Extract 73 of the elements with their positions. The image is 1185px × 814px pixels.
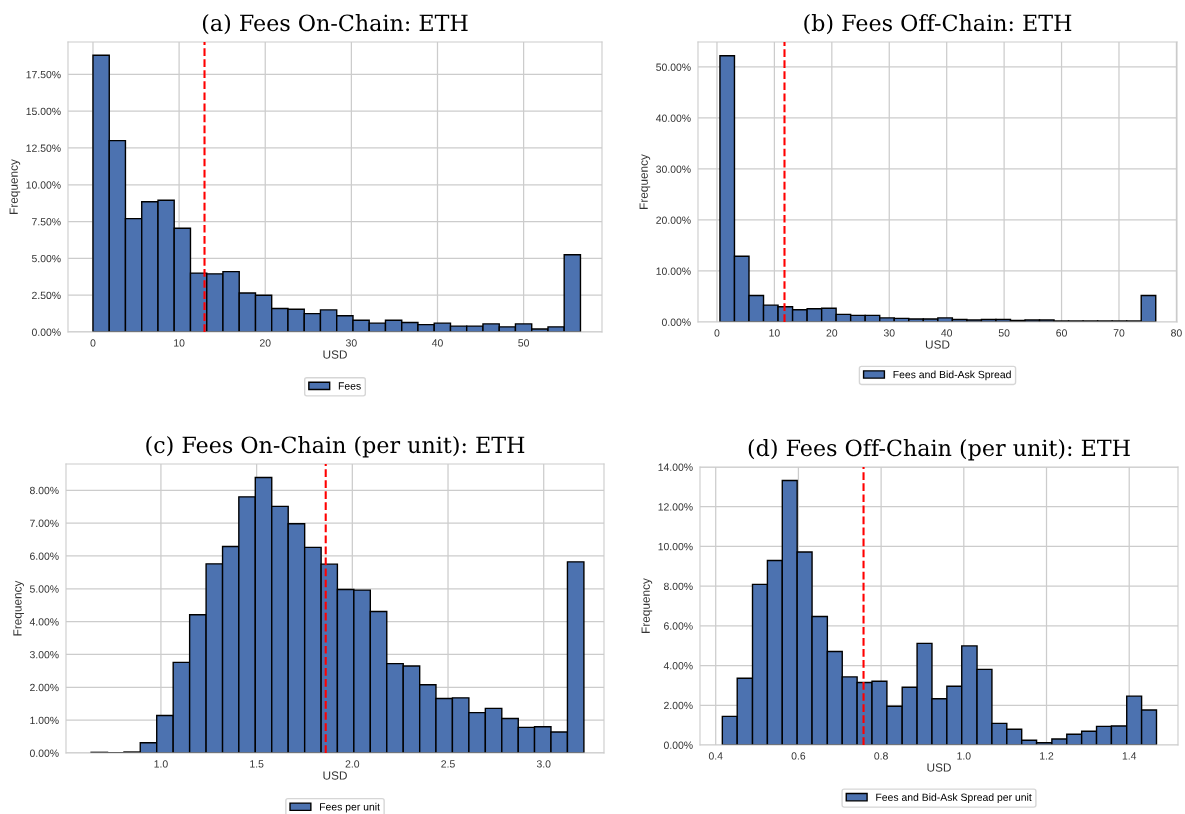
x-tick-label: 30 (345, 339, 357, 347)
y-tick-label: 2.00% (30, 683, 59, 692)
y-tick-label: 8.00% (29, 486, 59, 495)
y-tick-label: 0.00% (661, 318, 691, 326)
x-tick-label: 2.0 (345, 760, 360, 768)
x-tick-label: 20 (259, 339, 271, 347)
chart-title: (c) Fees On-Chain (per unit): ETH (146, 436, 525, 458)
y-tick-label: 10.00% (656, 267, 691, 275)
y-tick-label: 0.00% (29, 749, 59, 757)
x-tick-label: 0.8 (874, 752, 888, 760)
y-tick-label: 4.00% (29, 618, 59, 626)
legend-label: Fees per unit (320, 802, 380, 813)
legend-label: Fees and Bid-Ask Spread per unit (876, 793, 1032, 804)
x-axis-title: USD (323, 350, 347, 359)
y-tick-label: 10.00% (658, 542, 693, 551)
x-tick-label: 2.5 (441, 760, 455, 768)
y-tick-label: 2.00% (664, 701, 693, 710)
x-axis-title: USD (925, 340, 950, 349)
x-tick-label: 1.4 (1122, 752, 1137, 760)
y-tick-label: 5.00% (29, 585, 59, 593)
y-tick-label: 12.00% (658, 503, 693, 511)
y-axis-title: Frequency (9, 159, 21, 214)
y-tick-label: 7.50% (32, 218, 61, 226)
y-tick-label: 15.00% (26, 107, 61, 116)
y-axis-title: Frequency (641, 578, 653, 633)
y-tick-label: 3.00% (29, 650, 59, 659)
y-tick-label: 40.00% (655, 114, 691, 122)
x-tick-label: 30 (883, 329, 895, 337)
y-tick-label: 4.00% (663, 662, 693, 670)
chart-title: (d) Fees Off-Chain (per unit): ETH (748, 439, 1130, 461)
x-tick-label: 10 (174, 339, 185, 347)
y-tick-label: 8.00% (663, 582, 693, 591)
y-tick-label: 6.00% (30, 552, 59, 560)
x-tick-label: 10 (769, 329, 780, 337)
x-tick-label: 3.0 (536, 760, 551, 768)
y-tick-label: 0.00% (31, 328, 61, 336)
y-tick-label: 2.50% (32, 291, 61, 300)
x-tick-label: 60 (1056, 329, 1067, 337)
x-tick-label: 0 (714, 329, 720, 337)
x-tick-label: 1.5 (250, 760, 264, 768)
y-tick-label: 1.00% (30, 716, 59, 725)
y-tick-label: 20.00% (656, 216, 691, 224)
x-tick-label: 40 (431, 339, 443, 347)
chart-title: (b) Fees Off-Chain: ETH (804, 14, 1072, 35)
y-tick-label: 14.00% (658, 463, 693, 471)
x-tick-label: 80 (1171, 329, 1182, 337)
x-tick-label: 50 (998, 329, 1010, 337)
y-tick-label: 12.50% (26, 144, 61, 152)
y-axis-title: Frequency (13, 580, 24, 636)
y-tick-label: 0.00% (663, 741, 693, 749)
x-axis-title: USD (927, 763, 951, 772)
x-axis-title: USD (323, 771, 347, 780)
x-tick-label: 50 (518, 339, 530, 347)
y-tick-label: 17.50% (26, 70, 61, 79)
y-tick-label: 10.00% (26, 181, 61, 189)
y-tick-label: 50.00% (656, 63, 691, 71)
x-tick-label: 20 (826, 329, 838, 337)
y-tick-label: 30.00% (656, 165, 691, 173)
y-tick-label: 7.00% (30, 519, 59, 527)
y-tick-label: 5.00% (31, 254, 61, 263)
x-tick-label: 40 (941, 329, 953, 337)
legend-label: Fees and Bid-Ask Spread (893, 370, 1011, 381)
x-tick-label: 1.0 (154, 760, 168, 768)
legend-label: Fees (338, 382, 361, 390)
x-tick-label: 1.0 (957, 752, 971, 760)
x-tick-label: 0.6 (791, 752, 806, 760)
y-tick-label: 6.00% (664, 622, 693, 630)
y-axis-title: Frequency (639, 154, 651, 209)
x-tick-label: 70 (1113, 329, 1125, 337)
x-tick-label: 1.2 (1040, 752, 1054, 760)
chart-title: (a) Fees On-Chain: ETH (202, 14, 468, 35)
x-tick-label: 0 (90, 339, 96, 347)
x-tick-label: 0.4 (708, 752, 723, 760)
